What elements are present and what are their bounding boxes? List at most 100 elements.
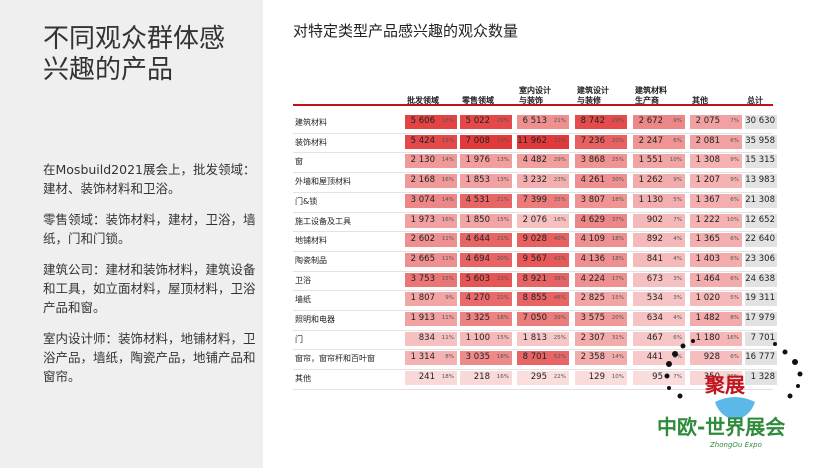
cell-percent: 6% <box>730 137 739 144</box>
heat-cell: 4 694 20% <box>460 252 512 267</box>
cell-value: 634 <box>646 313 663 323</box>
cell-value: 241 <box>418 372 435 383</box>
cell-percent: 16% <box>496 374 509 381</box>
heat-cell: 3 868 25% <box>575 154 627 169</box>
heat-cell: 1 973 16% <box>405 213 457 228</box>
cell-percent: 13% <box>496 177 509 184</box>
chart-title: 对特定类型产品感兴趣的观众数量 <box>293 22 519 40</box>
cell-percent: 9% <box>730 157 739 164</box>
heat-cell: 4 261 30% <box>575 174 627 189</box>
heat-cell: 4 270 22% <box>460 292 512 307</box>
heat-cell: 350 26% <box>690 371 742 386</box>
cell-value: 5 603 <box>465 273 490 284</box>
column-header: 零售领域 <box>462 96 494 105</box>
cell-percent: 30% <box>611 177 624 184</box>
heat-cell: 1 367 6% <box>690 193 742 208</box>
cell-value: 2 076 <box>522 214 547 225</box>
cell-value: 1 207 <box>695 175 720 186</box>
heat-cell: 5 606 18% <box>405 115 457 129</box>
cell-percent: 23% <box>496 275 509 282</box>
heat-cell: 4 109 18% <box>575 233 627 248</box>
cell-value: 2 602 <box>410 234 435 245</box>
cell-percent: 3% <box>673 354 682 361</box>
cell-percent: 16% <box>726 334 739 341</box>
total-cell <box>745 213 777 228</box>
total-cell <box>745 193 777 208</box>
cell-percent: 26% <box>496 118 509 124</box>
cell-percent: 18% <box>611 236 624 243</box>
total-value: 35 958 <box>745 135 775 146</box>
row-divider <box>293 231 773 233</box>
cell-value: 3 807 <box>580 194 605 205</box>
cell-value: 4 109 <box>580 234 605 245</box>
heat-cell: 5 022 26% <box>460 115 512 129</box>
heat-cell: 534 3% <box>633 292 685 307</box>
cell-value: 3 575 <box>580 313 605 323</box>
paragraph-designer: 室内设计师：装饰材料，地铺材料，卫浴产品，墙纸，陶瓷产品，地铺产品和窗帘。 <box>43 331 256 384</box>
total-value: 13 983 <box>745 175 775 186</box>
cell-value: 1 913 <box>410 313 435 323</box>
heat-cell: 1 365 6% <box>690 233 742 248</box>
cell-percent: 9% <box>445 295 454 302</box>
paragraph-wholesale: 在Mosbuild2021展会上，批发领域：建材、装饰材料和卫浴。 <box>43 162 256 196</box>
row-label: 陶瓷制品 <box>295 255 327 265</box>
cell-percent: 9% <box>673 118 682 124</box>
cell-value: 4 261 <box>580 175 605 186</box>
cell-percent: 25% <box>611 157 624 164</box>
total-cell <box>745 154 777 169</box>
cell-value: 4 270 <box>465 293 490 304</box>
cell-percent: 15% <box>441 275 454 282</box>
heat-cell: 1 913 11% <box>405 312 457 326</box>
row-label: 外墙和屋顶材料 <box>295 177 351 187</box>
heat-cell: 2 672 9% <box>633 115 685 129</box>
heat-cell: 2 247 6% <box>633 134 685 149</box>
heat-cell: 2 081 6% <box>690 134 742 149</box>
cell-value: 4 224 <box>580 273 605 284</box>
heat-cell: 7 399 35% <box>517 193 569 208</box>
cell-percent: 5% <box>673 196 682 203</box>
cell-value: 95 <box>652 372 663 383</box>
cell-percent: 29% <box>553 157 566 164</box>
cell-percent: 11% <box>441 236 454 243</box>
heat-cell: 4 482 29% <box>517 154 569 169</box>
cell-value: 1 482 <box>695 313 720 323</box>
row-divider <box>293 132 773 134</box>
cell-value: 928 <box>703 352 720 363</box>
cell-percent: 41% <box>553 255 566 262</box>
cell-percent: 5% <box>730 295 739 302</box>
cell-percent: 20% <box>611 137 624 144</box>
cell-percent: 23% <box>553 177 566 184</box>
cell-value: 3 035 <box>465 352 490 363</box>
left-title: 不同观众群体感兴趣的产品 <box>43 24 226 85</box>
heat-cell: 4 136 18% <box>575 252 627 267</box>
cell-value: 9 028 <box>522 234 547 245</box>
heat-cell: 8 701 52% <box>517 351 569 366</box>
cell-percent: 46% <box>553 295 566 302</box>
heat-cell: 2 076 16% <box>517 213 569 228</box>
row-divider <box>293 329 773 331</box>
row-label: 门 <box>295 334 303 344</box>
cell-value: 1 976 <box>465 155 490 166</box>
cell-percent: 25% <box>553 334 566 341</box>
total-cell <box>745 292 777 307</box>
row-label: 建筑材料 <box>295 118 327 127</box>
cell-percent: 10% <box>669 157 682 164</box>
heat-cell: 5 603 23% <box>460 272 512 287</box>
heat-cell: 3 035 18% <box>460 351 512 366</box>
logo-stamp-text: 聚展 <box>704 373 745 397</box>
total-value: 24 638 <box>745 273 775 284</box>
cell-value: 902 <box>646 214 663 225</box>
heat-cell: 1 813 25% <box>517 331 569 346</box>
cell-value: 129 <box>588 372 605 383</box>
heat-cell: 295 22% <box>517 371 569 386</box>
cell-value: 218 <box>473 372 490 383</box>
row-label: 窗帘，窗帘杆和百叶窗 <box>295 354 375 364</box>
row-label: 门&锁 <box>295 196 318 206</box>
cell-percent: 18% <box>496 354 509 361</box>
row-label: 墙纸 <box>295 295 311 305</box>
row-label: 施工设备及工具 <box>295 216 351 226</box>
cell-percent: 15% <box>611 295 624 302</box>
heat-cell: 2 825 15% <box>575 292 627 307</box>
row-label: 其他 <box>295 374 311 384</box>
cell-value: 467 <box>646 332 663 343</box>
